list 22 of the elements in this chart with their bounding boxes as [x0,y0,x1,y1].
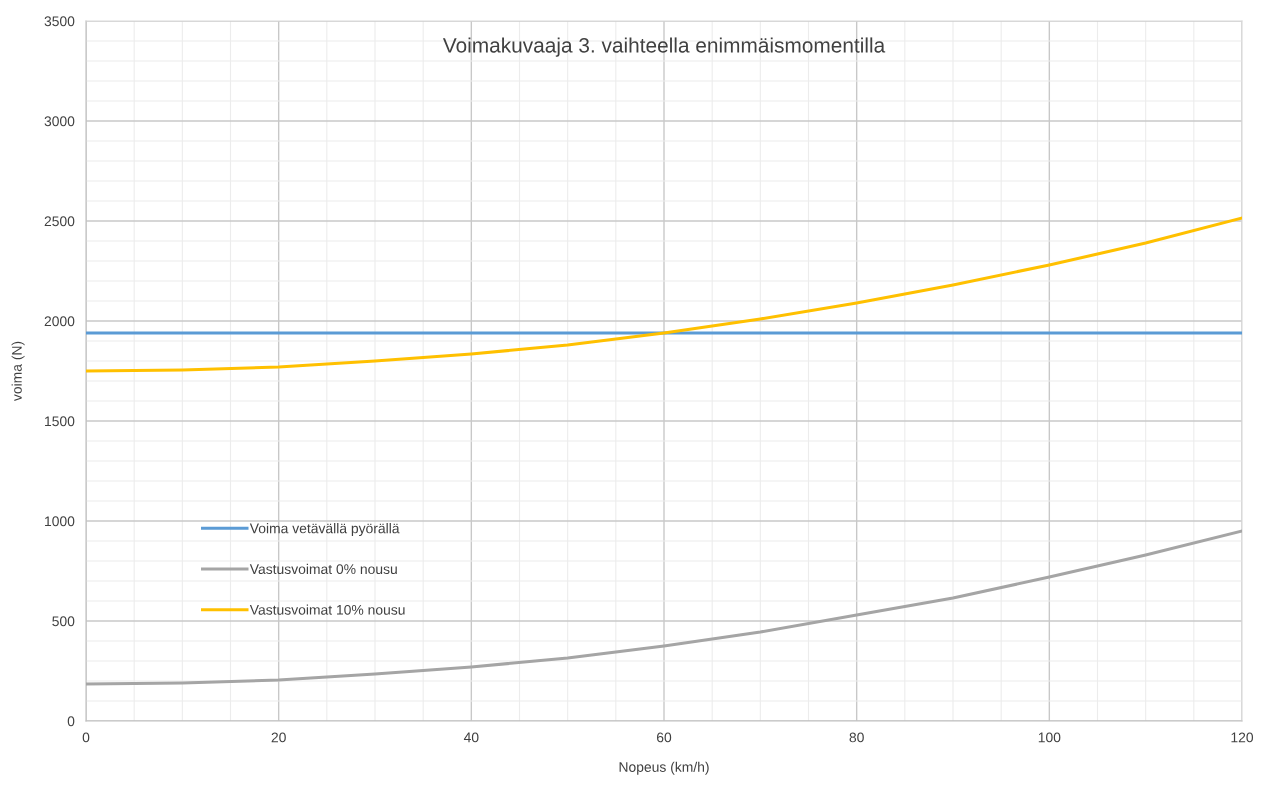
y-tick-label: 3000 [44,116,75,127]
y-tick-label: 1500 [45,416,75,427]
x-tick-label: 80 [849,732,864,743]
y-tick-label: 1000 [45,516,75,527]
y-tick-label: 500 [52,616,75,627]
x-tick-label: 0 [82,732,90,743]
x-tick-label: 100 [1038,732,1061,743]
y-axis-title: voima (N) [11,341,25,402]
x-tick-label: 60 [656,732,672,743]
legend-label: Voima vetävällä pyörällä [249,523,400,537]
y-tick-label: 2000 [44,316,75,327]
x-tick-label: 120 [1231,732,1254,743]
y-tick-label: 2500 [44,216,75,227]
text: Voimakuvaaja 3. vaihteella enimmäismomentilla [442,37,886,57]
x-tick-label: 20 [271,732,286,743]
legend-label: Vastusvoimat 0% nousu [249,563,397,575]
x-tick-label: 40 [463,732,479,743]
legend-label: Vastusvoimat 10% nousu [249,604,405,615]
y-tick-label: 0 [67,716,75,727]
x-axis-title: Nopeus (km/h) [619,761,709,775]
y-tick-label: 3500 [44,16,75,27]
line-series [86,216,1242,373]
